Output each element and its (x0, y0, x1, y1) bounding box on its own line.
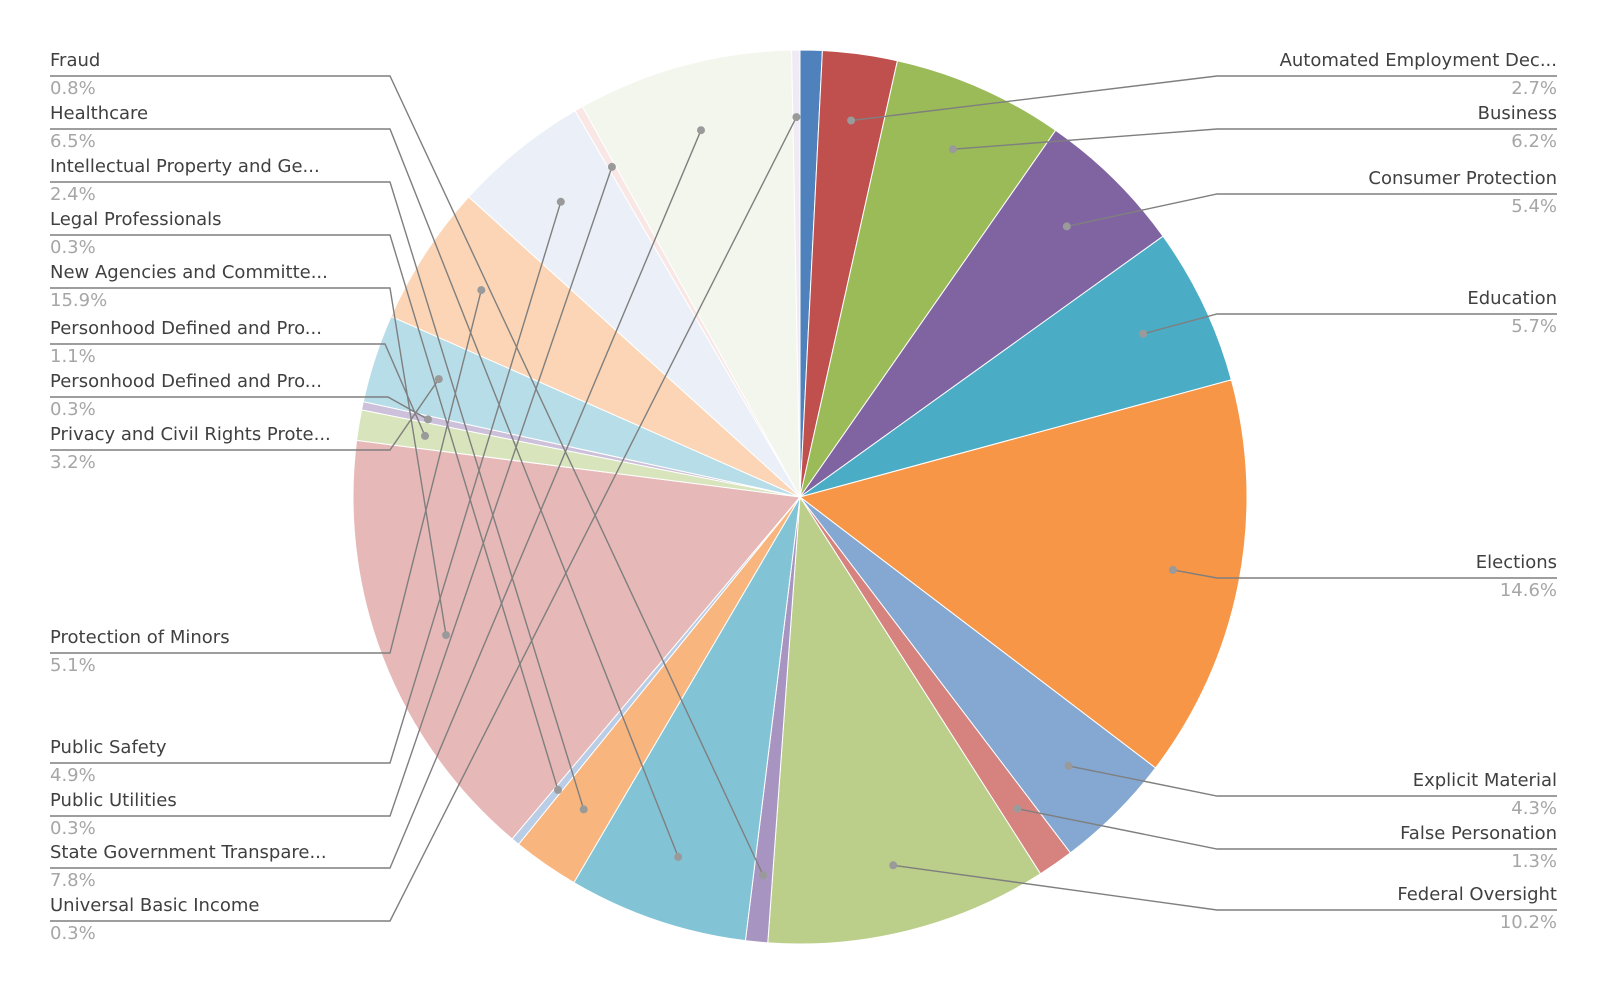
leader-line (952, 128, 1557, 150)
slice-label: New Agencies and Committe... (50, 262, 328, 283)
leader-line (50, 166, 613, 817)
slice-percent-label: 2.4% (50, 184, 96, 205)
leader-line (1142, 313, 1557, 335)
slice-percent-label: 2.7% (1511, 78, 1557, 99)
leader-dot (697, 126, 705, 135)
leader-dot (554, 785, 562, 794)
leader-dot (607, 162, 616, 171)
leader-dot (1013, 804, 1022, 813)
slice-label: Intellectual Property and Ge... (50, 156, 320, 177)
leader-lines (50, 75, 1557, 922)
leader-line (50, 128, 679, 858)
leader-line (851, 75, 1557, 122)
slice-percent-label: 6.2% (1511, 131, 1557, 152)
leader-line (50, 75, 764, 876)
pie-slice (390, 196, 801, 498)
leader-dot (477, 286, 486, 295)
slice-percent-label: 4.9% (50, 765, 96, 786)
pie-slice (581, 49, 801, 498)
leader-dot (847, 116, 856, 125)
pie-slice (352, 439, 801, 840)
leader-dot (948, 145, 957, 154)
slice-percent-label: 0.3% (50, 923, 96, 944)
leader-dot (434, 375, 443, 384)
slice-percent-label: 6.5% (50, 131, 96, 152)
slice-label: State Government Transpare... (50, 842, 327, 863)
slice-label: Universal Basic Income (50, 895, 259, 916)
slice-percent-label: 5.4% (1511, 196, 1557, 217)
leader-line (50, 378, 440, 451)
slice-label: Public Utilities (50, 790, 177, 811)
leader-line (50, 343, 426, 437)
slice-percent-label: 3.2% (50, 452, 96, 473)
pie-slice (791, 49, 801, 498)
slice-percent-label: 15.9% (50, 290, 107, 311)
pie-slice (799, 60, 1057, 498)
slice-labels: Automated Employment Dec... 2.7% Business 6… (50, 50, 1557, 944)
slice-label: Education (1467, 288, 1557, 309)
leader-dot (421, 431, 429, 440)
slice-percent-label: 5.1% (50, 655, 96, 676)
leader-line (50, 129, 702, 869)
leader-line (50, 116, 798, 922)
pie-slice (799, 129, 1164, 498)
slice-label: Legal Professionals (50, 209, 222, 230)
slice-label: Business (1478, 103, 1557, 124)
leader-dot (1064, 761, 1073, 770)
leader-line (1068, 765, 1557, 797)
leader-line (1066, 193, 1557, 228)
leader-line (50, 396, 429, 421)
slice-label: Personhood Defined and Pro... (50, 318, 322, 339)
slice-percent-label: 4.3% (1511, 798, 1557, 819)
slice-percent-label: 14.6% (1500, 580, 1557, 601)
slice-percent-label: 0.3% (50, 818, 96, 839)
leader-line (50, 181, 585, 810)
slice-percent-label: 0.3% (50, 399, 96, 420)
leader-dot (889, 861, 898, 870)
leader-dot (1168, 565, 1177, 574)
leader-dot (792, 113, 801, 122)
slice-label: Public Safety (50, 737, 167, 758)
slice-percent-label: 1.1% (50, 346, 96, 367)
leader-dot (1062, 222, 1071, 231)
slice-label: False Personation (1400, 823, 1557, 844)
leader-line (50, 289, 482, 654)
slice-percent-label: 0.3% (50, 237, 96, 258)
leader-line (1172, 569, 1557, 579)
slice-label: Elections (1476, 552, 1557, 573)
slice-label: Healthcare (50, 103, 148, 124)
leader-line (893, 864, 1557, 911)
leader-dot (424, 415, 432, 424)
leader-dot (1139, 329, 1148, 338)
leader-dot (759, 871, 768, 880)
slice-label: Privacy and Civil Rights Prote... (50, 424, 331, 445)
leader-dot (579, 805, 588, 814)
slice-label: Protection of Minors (50, 627, 230, 648)
leader-line (1017, 808, 1557, 850)
slice-percent-label: 1.3% (1511, 851, 1557, 872)
slice-label: Fraud (50, 50, 100, 71)
slice-label: Federal Oversight (1397, 884, 1557, 905)
pie-slice (573, 496, 801, 942)
slice-label: Consumer Protection (1368, 168, 1557, 189)
leader-dot (556, 197, 565, 206)
slice-percent-label: 10.2% (1500, 912, 1557, 933)
leader-dot (674, 852, 683, 861)
slice-label: Automated Employment Dec... (1280, 50, 1557, 71)
leader-line (50, 201, 562, 764)
pie-slice (799, 235, 1232, 498)
pie-slice (798, 379, 1248, 769)
slice-percent-label: 5.7% (1511, 316, 1557, 337)
pie-slice (767, 495, 1042, 945)
slice-percent-label: 0.8% (50, 78, 96, 99)
slice-percent-label: 7.8% (50, 870, 96, 891)
leader-line (50, 234, 559, 791)
slice-label: Personhood Defined and Pro... (50, 371, 322, 392)
slice-label: Explicit Material (1413, 770, 1557, 791)
leader-dot (442, 631, 450, 640)
leader-line (50, 287, 447, 636)
